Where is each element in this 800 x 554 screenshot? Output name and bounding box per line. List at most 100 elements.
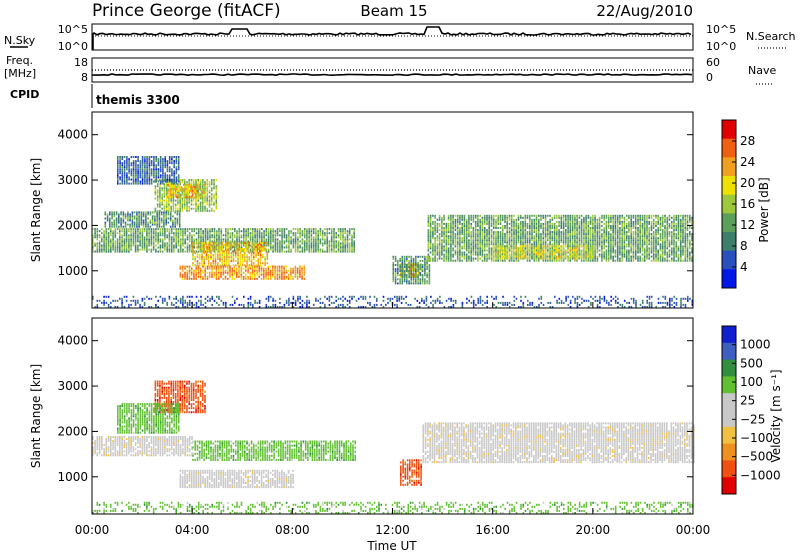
heatmap-cell — [551, 259, 554, 262]
heatmap-cell — [188, 246, 191, 249]
heatmap-cell — [132, 230, 135, 233]
heatmap-cell — [137, 180, 139, 183]
heatmap-cell — [454, 220, 457, 223]
heatmap-cell — [529, 233, 531, 236]
heatmap-cell — [508, 222, 511, 225]
heatmap-cell — [168, 176, 171, 179]
heatmap-cell — [551, 227, 554, 229]
heatmap-cell — [116, 232, 119, 235]
heatmap-cell — [540, 245, 542, 248]
heatmap-cell — [434, 245, 436, 248]
heatmap-cell — [299, 250, 301, 253]
heatmap-cell — [211, 246, 213, 249]
heatmap-cell — [477, 220, 479, 223]
heatmap-cell — [428, 280, 431, 283]
heatmap-cell — [576, 233, 578, 236]
heatmap-cell — [544, 222, 547, 225]
heatmap-cell — [424, 268, 426, 271]
heatmap-cell — [192, 241, 194, 244]
heatmap-cell — [294, 246, 297, 249]
heatmap-cell — [479, 227, 481, 229]
heatmap-cell — [569, 235, 572, 238]
heatmap-cell — [272, 234, 274, 237]
heatmap-cell — [103, 230, 105, 233]
heatmap-cell — [206, 189, 208, 192]
heatmap-cell — [459, 231, 461, 234]
heatmap-cell — [195, 232, 198, 235]
heatmap-cell — [123, 178, 126, 181]
heatmap-cell — [429, 247, 432, 250]
heatmap-cell — [251, 277, 254, 280]
heatmap-cell — [447, 239, 450, 242]
heatmap-cell — [204, 242, 207, 245]
heatmap-cell — [333, 244, 335, 247]
heatmap-cell — [197, 209, 199, 212]
heatmap-cell — [130, 236, 132, 239]
heatmap-cell — [497, 218, 499, 221]
heatmap-cell — [544, 214, 547, 217]
heatmap-cell — [459, 220, 461, 223]
heatmap-cell — [169, 211, 172, 214]
heatmap-cell — [218, 236, 220, 239]
heatmap-cell — [135, 160, 137, 163]
heatmap-cell — [607, 257, 610, 260]
heatmap-cell — [401, 257, 404, 260]
heatmap-cell — [220, 273, 222, 276]
heatmap-cell — [181, 191, 184, 194]
heatmap-cell — [207, 262, 210, 265]
heatmap-cell — [105, 228, 108, 231]
heatmap-cell — [115, 219, 118, 222]
heatmap-cell — [607, 235, 610, 238]
heatmap-cell — [303, 265, 306, 268]
heatmap-cell — [216, 230, 218, 233]
heatmap-cell — [562, 241, 565, 244]
heatmap-cell — [229, 265, 231, 268]
heatmap-cell — [98, 248, 101, 251]
heatmap-cell — [596, 243, 599, 246]
heatmap-cell — [486, 220, 488, 223]
heatmap-cell — [438, 229, 441, 232]
heatmap-cell — [256, 232, 259, 235]
heatmap-cell — [607, 249, 610, 252]
heatmap-cell — [159, 209, 161, 212]
heatmap-cell — [221, 256, 224, 259]
heatmap-cell — [104, 211, 107, 214]
heatmap-cell — [292, 238, 295, 241]
heatmap-cell — [492, 235, 495, 238]
heatmap-cell — [210, 183, 213, 186]
heatmap-cell — [299, 232, 301, 235]
heatmap-cell — [170, 228, 173, 231]
heatmap-cell — [610, 249, 612, 252]
heatmap-cell — [580, 227, 583, 229]
heatmap-cell — [429, 235, 432, 238]
heatmap-cell — [432, 243, 434, 246]
heatmap-cell — [147, 225, 149, 228]
heatmap-cell — [175, 246, 177, 249]
heatmap-cell — [142, 213, 145, 216]
heatmap-cell — [182, 236, 184, 239]
heatmap-cell — [245, 246, 247, 249]
heatmap-cell — [186, 246, 189, 249]
heatmap-cell — [229, 267, 231, 270]
heatmap-cell — [497, 259, 499, 262]
heatmap-cell — [167, 183, 169, 186]
heatmap-cell — [578, 239, 581, 242]
heatmap-cell — [456, 239, 459, 242]
heatmap-cell — [486, 253, 488, 256]
heatmap-cell — [614, 218, 617, 221]
heatmap-cell — [170, 240, 173, 243]
heatmap-cell — [419, 259, 422, 262]
heatmap-cell — [571, 247, 574, 250]
heatmap-cell — [326, 250, 328, 253]
heatmap-cell — [274, 273, 276, 276]
heatmap-cell — [459, 239, 461, 242]
heatmap-cell — [173, 156, 175, 158]
heatmap-cell — [185, 183, 187, 186]
heatmap-cell — [583, 222, 585, 225]
heatmap-cell — [520, 225, 522, 227]
heatmap-cell — [165, 219, 167, 222]
heatmap-cell — [177, 180, 180, 183]
heatmap-cell — [621, 249, 623, 252]
heatmap-cell — [250, 241, 253, 244]
heatmap-cell — [119, 162, 121, 165]
